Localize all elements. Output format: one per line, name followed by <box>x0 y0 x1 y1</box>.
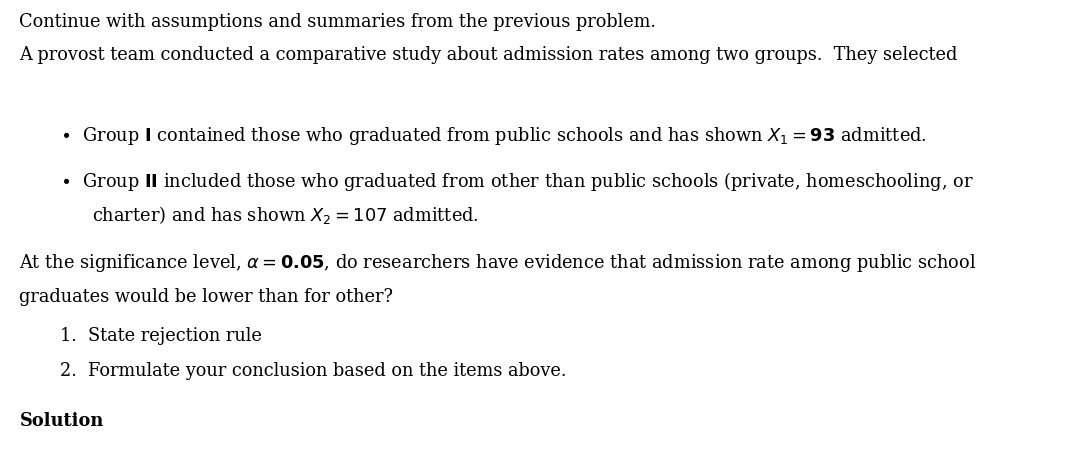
Text: At the significance level, $\alpha = \mathbf{0.05}$, do researchers have evidenc: At the significance level, $\alpha = \ma… <box>19 252 977 273</box>
Text: 2.  Formulate your conclusion based on the items above.: 2. Formulate your conclusion based on th… <box>60 361 566 379</box>
Text: graduates would be lower than for other?: graduates would be lower than for other? <box>19 287 394 305</box>
Text: charter) and has shown $X_2 = 107$ admitted.: charter) and has shown $X_2 = 107$ admit… <box>92 204 478 226</box>
Text: Continue with assumptions and summaries from the previous problem.: Continue with assumptions and summaries … <box>19 13 657 31</box>
Text: $\bullet$  Group $\mathbf{I}$ contained those who graduated from public schools : $\bullet$ Group $\mathbf{I}$ contained t… <box>60 124 926 146</box>
Text: $\bullet$  Group $\mathbf{II}$ included those who graduated from other than publ: $\bullet$ Group $\mathbf{II}$ included t… <box>60 170 973 193</box>
Text: Solution: Solution <box>19 411 104 429</box>
Text: 1.  State rejection rule: 1. State rejection rule <box>60 327 262 345</box>
Text: A provost team conducted a comparative study about admission rates among two gro: A provost team conducted a comparative s… <box>19 46 958 64</box>
